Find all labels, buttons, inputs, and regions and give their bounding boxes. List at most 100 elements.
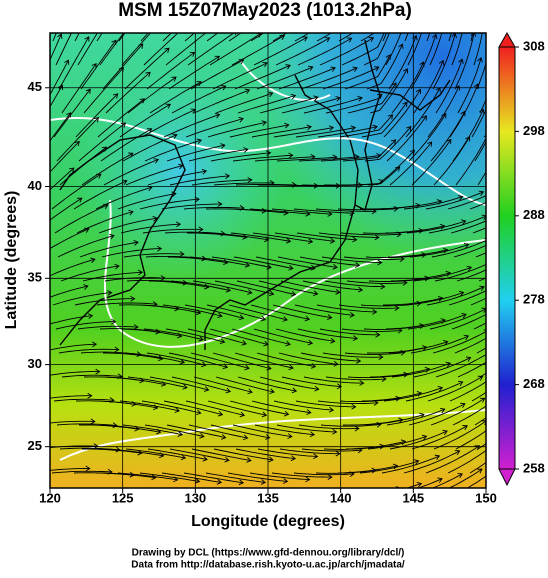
streamline-arrow <box>477 375 484 381</box>
streamline <box>472 227 486 234</box>
streamline-arrow <box>260 315 267 322</box>
y-tick-label: 25 <box>28 438 42 453</box>
streamline-arrow <box>261 120 267 126</box>
streamline <box>407 33 423 66</box>
streamline-arrow <box>328 406 335 413</box>
streamline-arrow <box>198 226 204 233</box>
streamline <box>148 280 209 288</box>
streamline <box>408 113 447 162</box>
streamline <box>208 232 269 241</box>
streamline <box>274 232 335 242</box>
streamline <box>144 424 204 438</box>
colorbar-extend <box>498 31 516 48</box>
streamline <box>50 85 63 108</box>
streamline-arrow <box>84 227 90 233</box>
streamline-arrow <box>477 468 483 474</box>
streamline-arrow <box>357 95 363 102</box>
streamline <box>386 115 427 162</box>
streamline <box>104 277 165 282</box>
streamline <box>316 33 332 42</box>
streamline-arrow <box>283 209 289 216</box>
colorbar-tick-label: 258 <box>523 460 545 475</box>
streamline <box>236 280 296 296</box>
streamline-arrow <box>196 81 202 87</box>
streamline-arrow <box>214 55 221 61</box>
streamline-arrow <box>305 476 311 483</box>
streamline-arrow <box>487 261 492 266</box>
streamline-arrow <box>261 411 268 418</box>
streamline <box>303 376 364 384</box>
streamline <box>347 82 397 114</box>
streamline <box>50 228 90 250</box>
streamline-arrow <box>446 138 452 145</box>
streamline <box>429 33 443 66</box>
streamline <box>101 248 162 258</box>
streamline <box>448 290 486 306</box>
streamline <box>149 376 209 391</box>
streamline <box>470 297 486 306</box>
streamline-arrow <box>224 173 231 180</box>
streamline-arrow <box>437 295 444 302</box>
streamline <box>457 361 486 378</box>
streamline-arrow <box>439 407 446 414</box>
streamline-arrow <box>500 489 505 493</box>
streamline <box>249 472 310 481</box>
streamline-arrow <box>165 103 171 109</box>
streamline <box>187 33 235 66</box>
streamline-arrow <box>329 237 336 244</box>
streamline <box>168 55 220 90</box>
streamline <box>77 33 98 66</box>
streamline-arrow <box>288 364 294 371</box>
streamline-arrow <box>470 33 477 37</box>
streamline <box>275 328 335 342</box>
x-tick-label: 150 <box>475 490 497 505</box>
streamline <box>36 515 96 521</box>
streamline-arrow <box>390 139 397 145</box>
streamline <box>59 146 107 186</box>
streamline <box>320 154 381 162</box>
streamline <box>477 171 486 186</box>
streamline <box>81 152 134 186</box>
streamline-arrow <box>291 387 298 394</box>
streamline <box>293 208 354 214</box>
streamline <box>95 186 152 210</box>
streamline-arrow <box>171 191 177 198</box>
streamline <box>361 392 422 402</box>
streamline <box>249 208 310 215</box>
streamline-arrow <box>158 520 162 525</box>
streamline <box>50 141 80 173</box>
streamline <box>381 200 442 210</box>
streamline <box>162 304 223 317</box>
streamline <box>251 400 311 414</box>
streamline-arrow <box>464 7 469 11</box>
streamline <box>297 37 352 66</box>
streamline <box>187 232 247 238</box>
streamline <box>210 424 270 439</box>
streamline <box>344 351 405 355</box>
streamline <box>303 97 363 114</box>
streamline-arrow <box>225 286 232 293</box>
streamline-arrow <box>395 166 401 172</box>
colorbar-extend <box>498 468 516 487</box>
streamline-arrow <box>374 66 380 72</box>
streamline <box>297 328 358 339</box>
streamline-arrow <box>283 410 290 417</box>
streamline <box>322 66 379 90</box>
streamline <box>294 33 310 42</box>
streamline <box>473 322 486 330</box>
streamline <box>77 325 138 330</box>
streamline <box>231 328 291 345</box>
streamline-arrow <box>180 454 187 461</box>
streamline-arrow <box>69 167 75 173</box>
streamline <box>411 425 468 450</box>
streamline-arrow <box>460 402 466 408</box>
streamline <box>58 518 118 521</box>
streamline <box>232 154 293 162</box>
streamline <box>189 256 250 267</box>
streamline <box>53 398 114 402</box>
streamline <box>50 343 97 351</box>
streamline <box>471 391 486 402</box>
streamline-arrow <box>267 91 274 98</box>
streamline <box>57 235 115 258</box>
